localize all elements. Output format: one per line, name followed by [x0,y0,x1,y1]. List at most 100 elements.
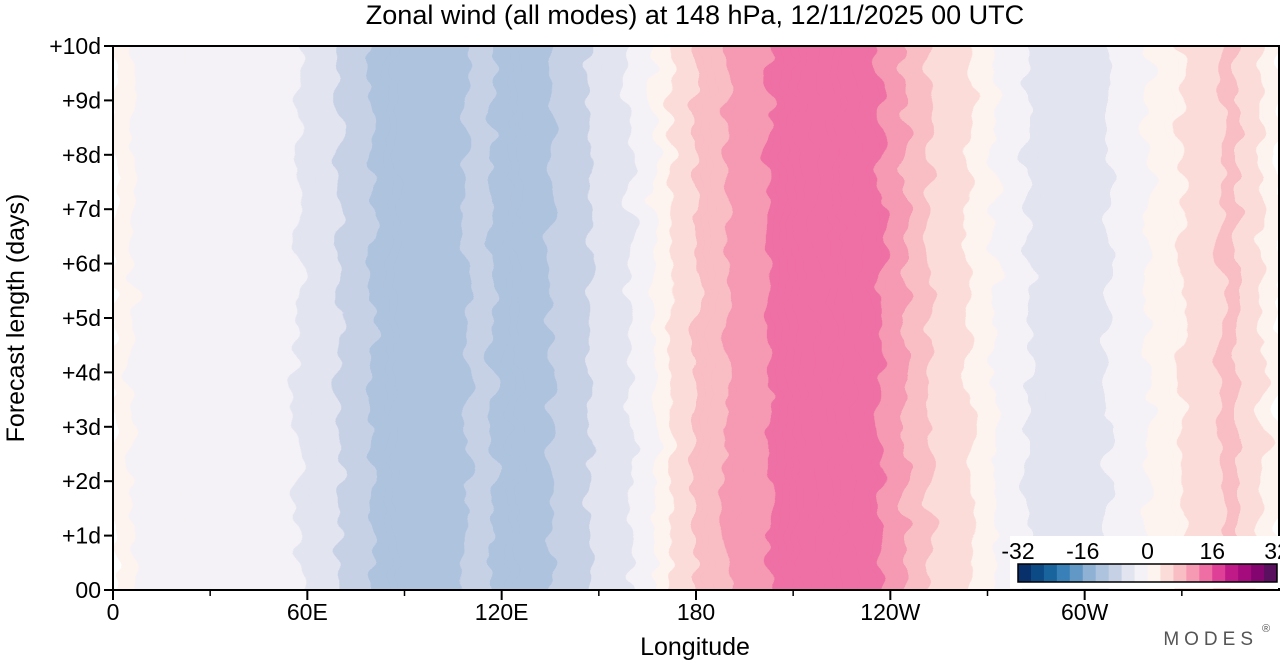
field-strip [265,46,280,590]
field-strip [735,46,746,590]
field-strip [970,46,981,590]
field-strip [1043,46,1054,590]
field-strip [686,46,697,590]
field-strip [541,46,552,590]
field-strip [605,46,617,590]
y-tick-label: +8d [62,142,101,168]
field-strip [229,46,244,590]
field-strip [241,46,256,590]
colorbar-swatch [1173,564,1187,582]
field-strip [379,46,390,590]
field-strip [581,46,592,590]
x-tick-label: 0 [107,599,120,625]
field-strip [946,46,957,590]
field-strip [962,46,973,590]
wind-field [113,46,1279,590]
field-strip [322,46,333,590]
field-strip [443,46,455,590]
field-strip [767,46,778,590]
field-strip [468,46,479,590]
field-strip [832,46,843,590]
colorbar-label: -32 [1001,538,1034,564]
y-tick-label: +5d [62,305,101,331]
field-strip [306,46,317,590]
colorbar-swatch [1056,564,1071,582]
field-strip [549,46,560,590]
field-strip [205,46,220,590]
field-strip [695,46,706,590]
field-strip [298,46,309,590]
colorbar-label: -16 [1066,538,1099,564]
field-strip [1091,46,1102,590]
colorbar-swatch [1212,564,1226,582]
field-strip [848,46,859,590]
field-strip [121,46,134,590]
field-strip [775,46,787,590]
field-strip [678,46,689,590]
field-strip [1010,46,1021,590]
colorbar-swatch [1069,564,1084,582]
y-tick-label: +3d [62,414,101,440]
x-axis: 0 60E 120E 180 120W 60W [107,590,1183,625]
colorbar-label: 32 [1264,538,1280,564]
colorbar-swatch [1043,564,1058,582]
field-strip [954,46,965,590]
field-strip [1245,46,1256,590]
field-strip [1172,46,1183,590]
field-strip [508,46,519,590]
field-strip [1156,46,1167,590]
field-strip [597,46,608,590]
field-strip [371,46,382,590]
field-strip [1075,46,1086,590]
colorbar-swatch [1225,564,1239,582]
field-strip [460,46,471,590]
colorbar-swatch [1082,564,1097,582]
field-strip [881,46,892,590]
y-tick-label: +1d [62,523,101,549]
field-strip [1164,46,1175,590]
field-strip [253,46,268,590]
field-strip [411,46,422,590]
field-strip [1107,46,1119,590]
field-strip [217,46,232,590]
field-strip [1059,46,1070,590]
field-strip [419,46,430,590]
chart-title: Zonal wind (all modes) at 148 hPa, 12/11… [366,0,1024,30]
field-strip [1083,46,1094,590]
field-strip [711,46,722,590]
logo-registered-mark: ® [1262,623,1270,635]
x-tick-label: 120E [475,599,529,625]
x-tick-label: 120W [860,599,920,625]
field-strip [395,46,406,590]
field-strip [1124,46,1135,590]
field-strip [524,46,536,590]
field-strip [1261,46,1268,590]
field-strip [719,46,730,590]
field-strip [589,46,600,590]
field-strip [1213,46,1224,590]
colorbar-swatch [1251,564,1265,582]
field-strip [1229,46,1240,590]
field-strip [141,46,153,590]
field-strip [727,46,738,590]
field-strip [978,46,989,590]
y-tick-label: +9d [62,87,101,113]
field-strip [171,46,185,590]
colorbar: -32 -16 0 16 32 [1001,536,1280,588]
colorbar-swatch [1018,564,1032,582]
field-strip [1197,46,1208,590]
field-strip [897,46,908,590]
colorbar-swatch [1186,564,1200,582]
field-strip [1099,46,1110,590]
field-strip [800,46,811,590]
field-strip [1273,46,1279,590]
x-tick-label: 60W [1061,599,1109,625]
field-strip [435,46,446,590]
y-tick-label: +4d [62,359,101,385]
field-strip [484,46,495,590]
field-strip [630,46,641,590]
field-strip [354,46,366,590]
colorbar-swatch [1108,564,1123,582]
colorbar-swatch [1134,564,1148,582]
field-strip [192,46,208,590]
